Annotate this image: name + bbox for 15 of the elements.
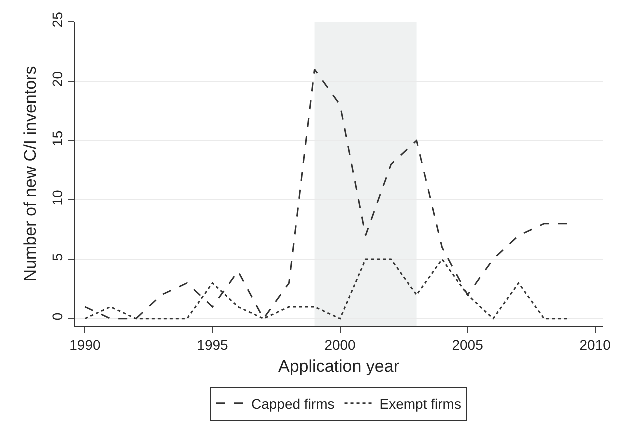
legend-label: Exempt firms	[380, 396, 462, 412]
y-tick-label: 0	[49, 312, 66, 321]
x-tick-label: 1995	[197, 336, 229, 353]
y-tick-label: 5	[49, 253, 66, 262]
y-axis-title: Number of new C/I inventors	[20, 66, 40, 282]
y-tick-label: 10	[49, 190, 66, 206]
x-tick-label: 2005	[452, 336, 484, 353]
x-tick-label: 2010	[580, 336, 612, 353]
legend-label: Capped firms	[252, 396, 335, 412]
x-tick-label: 2000	[324, 336, 356, 353]
y-tick-label: 15	[49, 130, 66, 146]
y-tick-label: 25	[49, 12, 66, 28]
x-axis-title: Application year	[278, 357, 400, 376]
y-tick-label: 20	[49, 71, 66, 88]
x-tick-label: 1990	[70, 336, 101, 353]
